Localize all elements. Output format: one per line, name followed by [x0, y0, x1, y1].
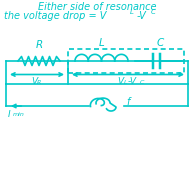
- Text: L: L: [130, 9, 134, 16]
- Text: R: R: [37, 79, 41, 84]
- Text: -V: -V: [137, 11, 147, 21]
- Text: -V: -V: [127, 78, 137, 86]
- Text: C: C: [151, 9, 156, 16]
- Text: V: V: [31, 78, 37, 86]
- Text: the voltage drop = V: the voltage drop = V: [4, 11, 106, 21]
- Text: Either side of resonance: Either side of resonance: [38, 2, 156, 12]
- Text: C: C: [140, 79, 144, 84]
- Text: R: R: [35, 40, 43, 50]
- Bar: [68, 49, 184, 73]
- Text: f: f: [126, 97, 129, 107]
- Text: V: V: [117, 78, 123, 86]
- Text: L: L: [99, 38, 104, 48]
- Text: min: min: [13, 112, 25, 117]
- Text: I: I: [8, 110, 11, 119]
- Text: L: L: [124, 79, 128, 84]
- Text: C: C: [157, 38, 164, 48]
